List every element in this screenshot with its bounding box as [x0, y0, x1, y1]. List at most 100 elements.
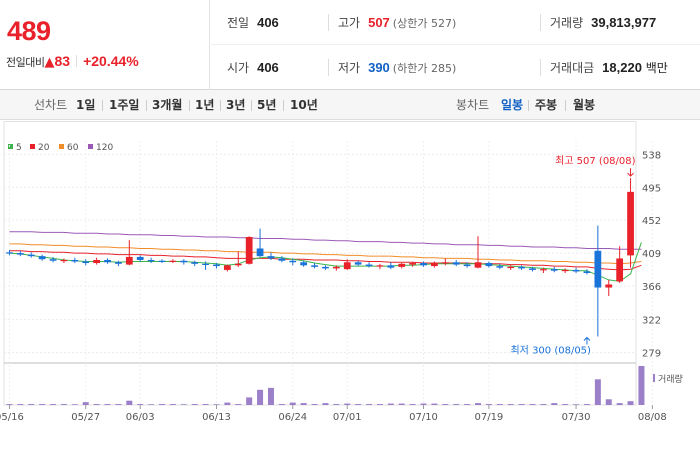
- candle-body: [409, 263, 416, 265]
- candle-body: [115, 262, 122, 264]
- volume-bar: [475, 403, 481, 405]
- amount-unit: 백만: [645, 61, 668, 75]
- candle-body: [300, 262, 308, 266]
- x-tick-label: 07/30: [562, 412, 591, 423]
- volume-bar: [529, 404, 536, 405]
- volume-bar: [289, 402, 296, 405]
- volume-bar: [6, 404, 13, 405]
- candle-period-weekly[interactable]: 주봉: [535, 98, 558, 112]
- divider: [540, 59, 541, 76]
- up-arrow-icon: ▲: [44, 55, 55, 70]
- candle-body: [441, 262, 449, 264]
- volume-bar: [322, 403, 329, 405]
- volume-bar: [28, 404, 35, 405]
- x-axis: 05/16 05/27 06/03 06/13 06/24 07/01 07/10 07/19…: [0, 405, 667, 423]
- prev-close-cell: 전일 406: [227, 0, 279, 45]
- candle-body: [158, 260, 166, 262]
- volume-bar: [191, 404, 198, 405]
- y-tick-label: 538: [642, 150, 661, 161]
- volume-bar: [115, 404, 122, 405]
- volume-bar: [159, 404, 165, 405]
- lower-limit: (하한가 285): [392, 62, 457, 75]
- candle-body: [27, 254, 35, 257]
- volume-bar: [420, 403, 427, 405]
- candle-body: [136, 256, 144, 260]
- candle-period-daily[interactable]: 일봉: [501, 98, 524, 112]
- x-tick-label: 06/03: [126, 412, 155, 423]
- candle-body: [256, 248, 264, 257]
- divider: [328, 14, 329, 31]
- candle-body: [180, 260, 188, 263]
- volume-legend-swatch: [653, 374, 655, 382]
- prev-close-value: 406: [257, 15, 279, 30]
- low-arrow-icon: [583, 336, 591, 345]
- volume-bar: [278, 404, 285, 405]
- stock-chart[interactable]: 5 20 60 120 538 495 452 409 366 322 279 최고 507 (0…: [0, 121, 700, 450]
- y-tick-label: 366: [642, 282, 661, 293]
- candle-body: [398, 263, 406, 267]
- volume-bar: [267, 387, 274, 405]
- high-value: 507: [368, 15, 390, 30]
- line-period-1d[interactable]: 1일: [76, 98, 96, 112]
- candle-body: [354, 262, 362, 265]
- legend-swatch: [59, 144, 64, 149]
- line-period-1y[interactable]: 1년: [195, 98, 215, 112]
- candle-body: [550, 269, 558, 271]
- line-period-1w[interactable]: 1주일: [109, 98, 140, 112]
- line-period-3y[interactable]: 3년: [226, 98, 246, 112]
- volume-bar: [344, 403, 351, 405]
- candle-body: [213, 264, 220, 267]
- candle-body: [485, 263, 493, 267]
- candle-body: [540, 269, 547, 271]
- volume-cell: 거래량 39,813,977: [550, 0, 656, 45]
- candle-body: [518, 266, 525, 269]
- candle-period-monthly[interactable]: 월봉: [573, 98, 596, 112]
- open-value: 406: [257, 60, 279, 75]
- change-value: 83: [54, 53, 71, 69]
- volume-bar: [311, 404, 318, 405]
- candle-body: [452, 262, 460, 265]
- line-period-10y[interactable]: 10년: [290, 98, 318, 112]
- line-period-5y[interactable]: 5년: [257, 98, 277, 112]
- volume-bar: [442, 404, 449, 405]
- volume-bar: [464, 404, 471, 405]
- volume-bar: [366, 404, 373, 405]
- stats-row-1: 전일 406 고가 507 (상한가 527) 거래량 39,813,977: [211, 0, 700, 45]
- high-label: 고가: [338, 16, 361, 30]
- candle-body: [245, 237, 253, 264]
- legend-label: 120: [96, 143, 113, 153]
- candle-body: [343, 262, 351, 270]
- x-tick-label: 06/24: [278, 412, 307, 423]
- volume-bar: [355, 404, 362, 405]
- volume-bar: [246, 397, 253, 405]
- candle-body: [365, 264, 373, 267]
- candle-body: [267, 256, 275, 259]
- volume-bar: [485, 404, 492, 405]
- candle-body: [93, 259, 100, 264]
- candle-body: [202, 263, 209, 266]
- volume-bar: [638, 366, 645, 405]
- divider: [146, 100, 147, 111]
- legend-swatch: [88, 144, 93, 149]
- volume-bar: [573, 404, 580, 405]
- candles: [6, 178, 634, 337]
- volume-bar: [257, 389, 264, 405]
- change-row: 전일대비▲83 +20.44%: [6, 53, 139, 70]
- divider: [189, 100, 190, 111]
- candle-chart-label: 봉차트: [456, 98, 490, 112]
- candle-body: [420, 263, 427, 266]
- chart-frame: [3, 121, 637, 406]
- candle-body: [147, 259, 155, 262]
- candle-body: [191, 262, 199, 264]
- volume-bar: [540, 404, 547, 405]
- divider: [565, 100, 566, 111]
- ma5-line: [9, 242, 642, 282]
- candle-body: [49, 259, 57, 261]
- candlestick-chart-svg: 5 20 60 120 538 495 452 409 366 322 279 최고 507 (0…: [0, 121, 683, 423]
- volume-bar: [616, 403, 623, 405]
- x-tick-label: 07/19: [474, 412, 503, 423]
- divider: [328, 59, 329, 76]
- line-period-3m[interactable]: 3개월: [152, 98, 183, 112]
- divider: [220, 100, 221, 111]
- candle-body: [605, 284, 613, 288]
